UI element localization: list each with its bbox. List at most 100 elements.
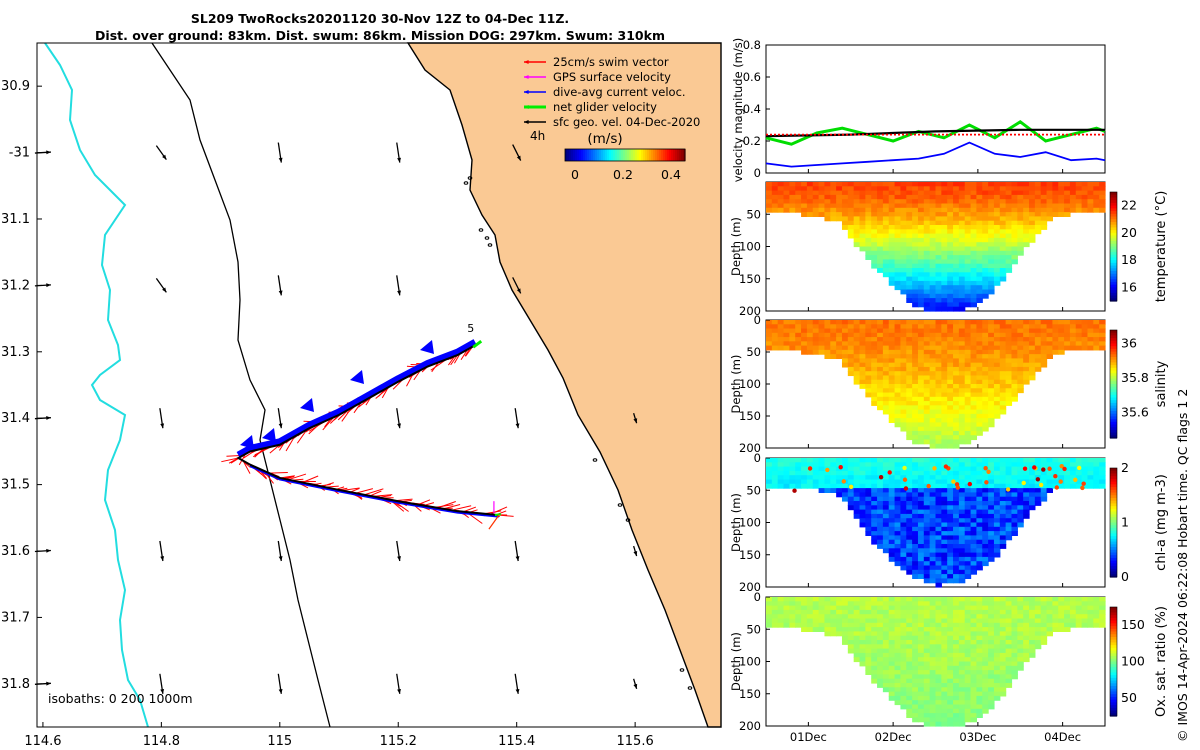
- section-cell: [801, 614, 808, 620]
- section-cell: [953, 203, 960, 209]
- section-cell: [947, 384, 954, 389]
- section-cell: [859, 622, 866, 628]
- section-cell: [1017, 332, 1024, 338]
- section-cell: [947, 721, 954, 727]
- section-cell: [999, 220, 1007, 226]
- section-cell: [1011, 652, 1018, 658]
- section-cell: [789, 190, 796, 196]
- section-cell: [906, 371, 913, 377]
- section-cell: [789, 320, 796, 325]
- section-cell: [953, 358, 960, 364]
- section-cell: [917, 518, 925, 524]
- section-cell: [812, 328, 820, 334]
- section-cell: [830, 483, 837, 489]
- section-cell: [912, 379, 919, 385]
- section-cell: [982, 413, 989, 419]
- section-cell: [958, 203, 966, 209]
- section-cell: [912, 561, 919, 567]
- section-cell: [982, 229, 989, 235]
- section-cell: [947, 627, 954, 632]
- section-colorbar-cell: [1110, 631, 1117, 635]
- section-cell: [976, 422, 983, 428]
- section-cell: [999, 375, 1007, 381]
- section-cell: [947, 695, 954, 701]
- section-cell: [964, 635, 972, 641]
- section-cell: [935, 255, 942, 260]
- section-cell: [976, 605, 983, 611]
- section-cell: [795, 345, 802, 351]
- section-colorbar-frame: [1109, 329, 1118, 439]
- section-cell: [824, 475, 831, 481]
- section-cell: [988, 190, 995, 196]
- section-cell: [953, 704, 960, 710]
- section-cell: [993, 354, 1001, 359]
- section-cell: [882, 388, 890, 394]
- section-cell: [947, 392, 954, 398]
- section-cell: [859, 354, 866, 359]
- section-cell: [1075, 182, 1083, 187]
- section-cell: [964, 337, 972, 342]
- section-cell: [964, 708, 972, 714]
- section-cell: [953, 640, 960, 645]
- section-cell: [1099, 479, 1106, 485]
- section-cell: [894, 337, 902, 342]
- section-cell: [830, 341, 837, 347]
- section-cell: [912, 203, 919, 209]
- section-cell: [988, 182, 995, 187]
- section-cell: [882, 182, 890, 187]
- colorbar-cell: [577, 149, 580, 161]
- section-cell: [853, 492, 861, 498]
- section-cell: [988, 388, 995, 394]
- section-cell: [766, 324, 773, 330]
- section-cell: [836, 627, 843, 632]
- section-cell: [871, 194, 878, 200]
- section-cell: [947, 518, 954, 524]
- section-cell: [923, 531, 931, 536]
- section-cell: [877, 488, 884, 493]
- section-cell: [900, 704, 907, 710]
- section-cell: [795, 614, 802, 620]
- section-cell: [935, 182, 942, 187]
- section-cell: [1023, 496, 1030, 502]
- section-cell: [982, 526, 989, 532]
- section-cell: [906, 354, 913, 359]
- chl-surface-dot: [983, 466, 988, 471]
- section-cell: [993, 661, 1001, 667]
- section-cell: [953, 418, 960, 423]
- section-cell: [929, 341, 937, 347]
- section-cell: [1029, 207, 1036, 213]
- section-cell: [877, 199, 884, 205]
- section-cell: [859, 203, 866, 209]
- section-cell: [1023, 233, 1030, 239]
- section-cell: [988, 233, 995, 239]
- section-cell: [888, 401, 896, 406]
- section-cell: [1075, 207, 1083, 213]
- section-cell: [912, 186, 919, 192]
- section-cell: [964, 186, 972, 192]
- section-cell: [900, 535, 907, 541]
- section-cell: [958, 366, 966, 372]
- section-cell: [999, 233, 1007, 239]
- section-cell: [982, 220, 989, 226]
- chl-surface-dot: [1080, 485, 1085, 491]
- section-cell: [771, 483, 779, 489]
- section-cell: [871, 186, 878, 192]
- section-cell: [993, 548, 1001, 554]
- section-cell: [999, 652, 1007, 658]
- section-cell: [894, 640, 902, 645]
- section-cell: [888, 405, 896, 411]
- section-cell: [947, 614, 954, 620]
- section-cell: [847, 320, 855, 325]
- section-cell: [964, 246, 972, 252]
- section-colorbar-cell: [1110, 658, 1117, 663]
- section-cell: [993, 182, 1001, 187]
- section-cell: [1040, 609, 1048, 615]
- section-cell: [970, 384, 978, 389]
- section-cell: [871, 501, 878, 506]
- section-cell: [888, 496, 896, 502]
- section-cell: [789, 605, 796, 611]
- section-cell: [999, 409, 1007, 415]
- section-cell: [1029, 375, 1036, 381]
- section-cell: [970, 683, 978, 688]
- section-cell: [841, 618, 849, 624]
